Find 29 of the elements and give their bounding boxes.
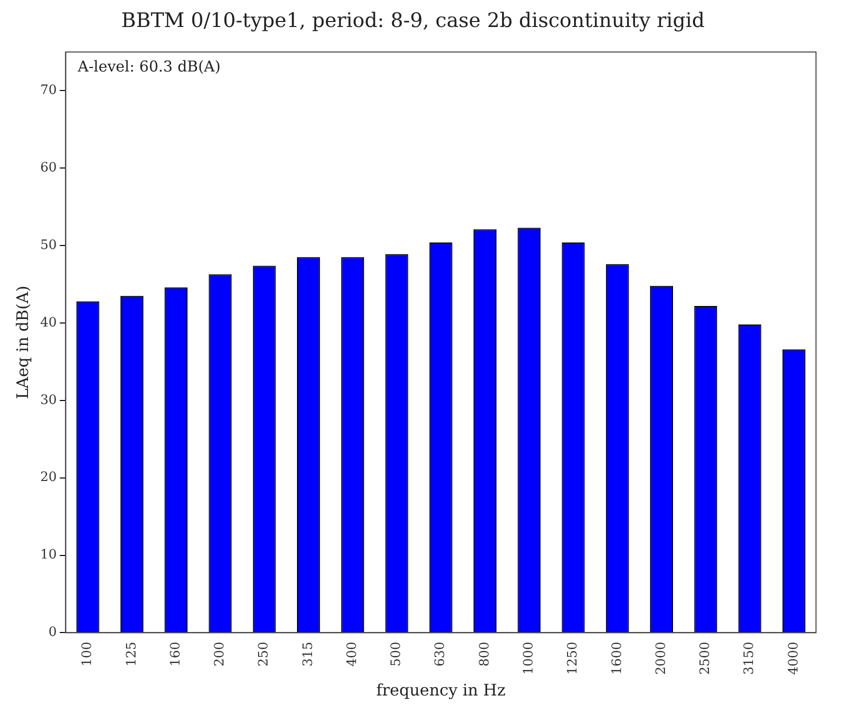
chart-title: BBTM 0/10-type1, period: 8-9, case 2b discontinuity rigid bbox=[121, 8, 705, 32]
y-tick-label: 50 bbox=[40, 238, 57, 253]
x-tick-label: 125 bbox=[124, 642, 140, 667]
x-tick-label: 100 bbox=[80, 642, 96, 667]
x-tick-label: 3150 bbox=[742, 642, 758, 675]
x-tick-label: 4000 bbox=[786, 642, 802, 675]
y-tick-label: 30 bbox=[40, 392, 57, 408]
x-tick-label: 160 bbox=[168, 642, 184, 667]
x-tick-label: 2000 bbox=[654, 642, 669, 675]
annotation: A-level: 60.3 dB(A) bbox=[76, 57, 221, 76]
x-tick-label: 1600 bbox=[610, 642, 625, 675]
y-tick-label: 70 bbox=[40, 83, 57, 98]
x-tick-label: 315 bbox=[300, 642, 316, 667]
x-tick-label: 1250 bbox=[566, 642, 581, 675]
y-tick-label: 40 bbox=[40, 315, 57, 330]
y-tick-label: 10 bbox=[40, 548, 57, 563]
y-tick-label: 0 bbox=[48, 625, 57, 640]
x-tick-label: 1000 bbox=[522, 642, 537, 675]
y-tick-label: 60 bbox=[40, 160, 57, 176]
x-tick-label: 400 bbox=[344, 642, 360, 667]
x-axis-title: frequency in Hz bbox=[376, 680, 506, 700]
y-tick-label: 20 bbox=[40, 470, 57, 486]
y-axis-title: LAeq in dB(A) bbox=[12, 286, 32, 400]
x-tick-label: 2500 bbox=[698, 642, 714, 675]
x-tick-label: 250 bbox=[256, 642, 272, 667]
x-tick-label: 500 bbox=[389, 642, 404, 667]
x-tick-label: 200 bbox=[212, 642, 228, 667]
x-tick-label: 800 bbox=[477, 642, 492, 667]
x-tick-label: 630 bbox=[433, 642, 448, 667]
